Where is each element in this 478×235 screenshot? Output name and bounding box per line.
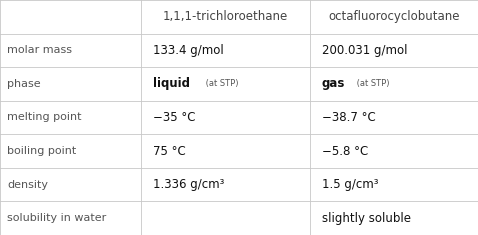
Text: gas: gas	[322, 77, 345, 90]
Text: 200.031 g/mol: 200.031 g/mol	[322, 44, 407, 57]
Text: −38.7 °C: −38.7 °C	[322, 111, 375, 124]
Text: melting point: melting point	[7, 113, 82, 122]
Text: molar mass: molar mass	[7, 45, 72, 55]
Text: −5.8 °C: −5.8 °C	[322, 145, 368, 158]
Text: boiling point: boiling point	[7, 146, 76, 156]
Text: 75 °C: 75 °C	[153, 145, 186, 158]
Text: density: density	[7, 180, 48, 190]
Text: slightly soluble: slightly soluble	[322, 212, 411, 225]
Text: 1.5 g/cm³: 1.5 g/cm³	[322, 178, 378, 191]
Text: (at STP): (at STP)	[354, 79, 390, 88]
Text: octafluorocyclobutane: octafluorocyclobutane	[328, 10, 460, 23]
Text: 1.336 g/cm³: 1.336 g/cm³	[153, 178, 224, 191]
Text: 133.4 g/mol: 133.4 g/mol	[153, 44, 224, 57]
Text: (at STP): (at STP)	[203, 79, 239, 88]
Text: 1,1,1-trichloroethane: 1,1,1-trichloroethane	[163, 10, 288, 23]
Text: solubility in water: solubility in water	[7, 213, 107, 223]
Text: liquid: liquid	[153, 77, 190, 90]
Text: −35 °C: −35 °C	[153, 111, 196, 124]
Text: phase: phase	[7, 79, 41, 89]
